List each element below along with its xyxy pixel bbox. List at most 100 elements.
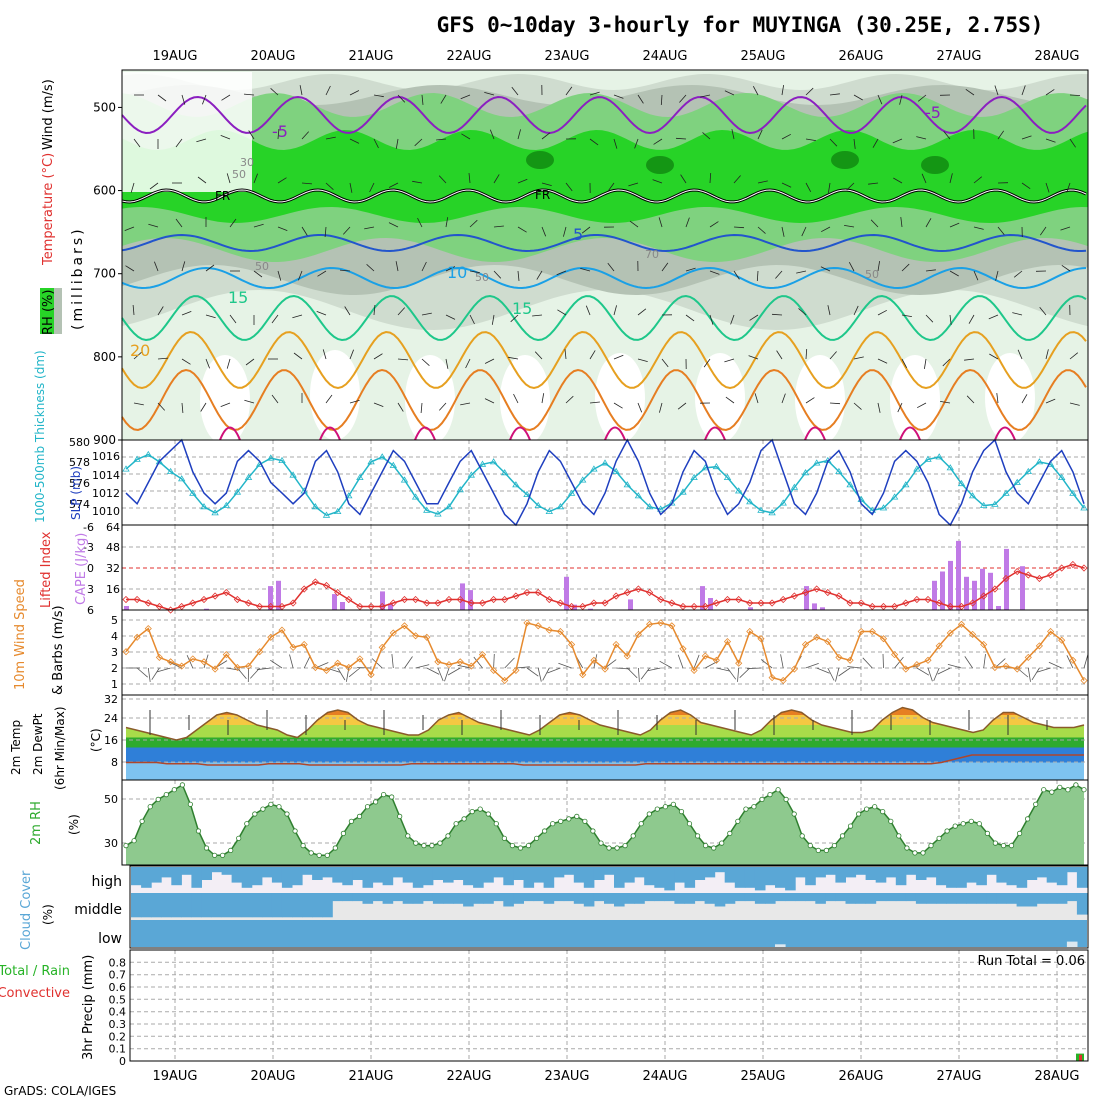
cloud-high-bar [412,867,424,888]
cloud-high-bar [926,867,937,878]
lifted-index-point [657,595,665,604]
lifted-index-point [545,595,553,604]
wind-barb [748,355,759,360]
wind-barb [517,178,528,184]
cloud-middle-bar [946,893,957,904]
wind-barb [637,358,648,362]
thickness-point [500,469,509,476]
rh2m-point [260,806,266,812]
wind-speed-point [322,666,331,674]
isotherm-15 [121,294,1087,342]
precip-ylabel: 3hr Precip (mm) [81,955,96,1060]
wind-barb [325,182,334,190]
wind-barb [703,358,711,368]
wind-barb [493,270,502,279]
thickness-point [211,509,219,516]
wind-speed-point [467,662,475,670]
pressure-tick-label: 500 [93,100,116,114]
rh2m-point [880,808,886,815]
wind-barb [277,177,287,184]
thickness-point [968,492,977,499]
thickness-point [378,453,386,460]
surface-wind-barb [780,654,784,669]
surface-wind-barb [237,667,247,679]
wind-barb [349,399,360,404]
sounding-pressure-ticks: 500 600 700 800 900 [93,100,122,447]
temp-band [126,747,1084,763]
wind-barb [253,270,263,278]
cloud-middle-bar [704,893,716,904]
lifted-index-point [322,581,331,590]
tick-label: 16 [104,734,118,747]
lifted-index-point [434,599,442,607]
thickness-point [189,489,197,496]
thickness-point [456,486,464,493]
thickness-point [656,505,665,512]
wind-speed-point [590,656,598,664]
wind-barb [154,261,159,272]
rh2m-point [155,796,161,803]
lifted-index-point [412,595,420,604]
tick-label: 1016 [92,450,120,463]
cloud-middle-bar [996,893,1007,904]
rh2m-axis-labels: 2m RH (%) [29,801,81,845]
wind-barb [148,223,159,228]
pressure-tick-label: 700 [93,267,116,281]
surface-wind-barb [805,663,819,669]
lifted-index-point [512,592,520,600]
wind-barb [556,270,567,276]
cloud-high-bar [865,867,877,880]
lifted-index-point [612,592,620,600]
wind-speed-point [267,633,275,641]
rh2m-point [533,835,540,841]
cape-bar [940,571,945,610]
wind-barb [468,173,471,184]
wind-barb [653,138,663,145]
cloud-high-bar [161,867,172,878]
sounding-ylabel-pressure: (millibars) [70,226,86,330]
cloud-middle-bar [513,893,524,904]
wind-barb [270,88,279,96]
wind-barb [1045,138,1056,143]
tick-label: 50 [104,793,118,806]
surface-wind-barb [638,667,640,683]
tick-label: 32 [106,562,120,575]
lifted-index-point [1024,571,1032,579]
sounding-axis-labels: RH (%) Temperature (°C) Wind (m/s) (mill… [40,79,86,335]
cloud-unit: (%) [41,904,55,925]
rh-legend-swatch [54,288,62,334]
cloud-middle-bar [775,893,786,902]
wind-barb [757,129,763,140]
tick-label: 5 [111,614,118,627]
wind-barb [322,349,327,360]
cloud-middle-bar [684,893,696,904]
rh2m-unit: (%) [67,814,81,835]
thickness-point [133,455,141,462]
wind-barb [853,305,859,316]
wind-speed-point [612,640,620,649]
wind-barb [388,222,399,228]
cloud-high-bar [1026,867,1038,880]
freezing-level-core [121,189,1087,203]
cloud-middle-bar [382,893,394,904]
rh2m-point [541,828,548,834]
thickness-line [125,453,1085,517]
wind-speed-point [155,653,163,661]
wind-speed-point [167,658,175,666]
wind-barb [248,130,255,140]
cape-bar [340,602,345,610]
rh2m-point [195,828,202,834]
cloud-middle-bar [624,893,635,904]
credit: GrADS: COLA/IGES [4,1084,116,1098]
wind-barb [245,358,255,366]
cloud-high-bar [201,867,212,880]
wind-speed-point [579,671,587,679]
thickness-point [1002,489,1010,496]
tick-label: 1 [111,678,118,691]
wind-barb [589,350,596,360]
tick-label: 0.6 [109,981,127,994]
wind-speed-point [289,643,297,651]
cloud-high-bar [765,867,776,886]
wind-speed-point [133,633,141,641]
wind-barb [900,217,903,228]
